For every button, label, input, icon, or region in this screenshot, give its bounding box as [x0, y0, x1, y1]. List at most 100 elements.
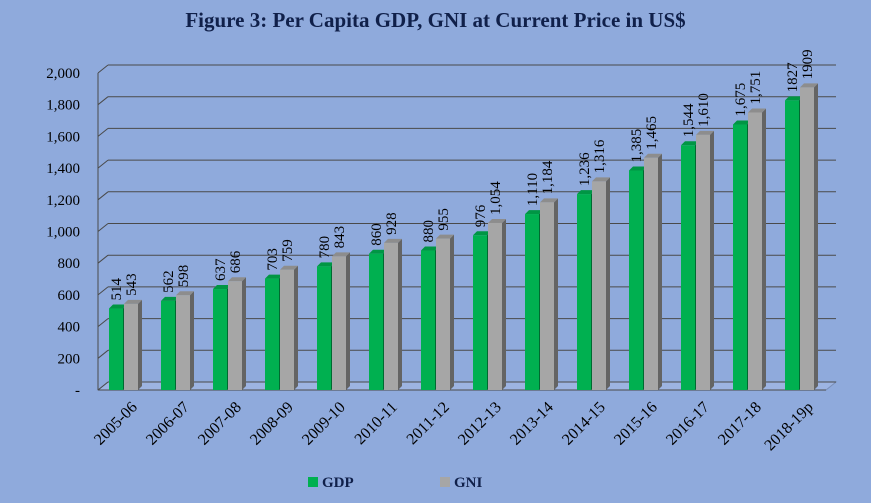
data-label-gni: 1,465 [644, 116, 660, 150]
bar-side-gni [762, 108, 766, 391]
bar-side-gni [710, 130, 714, 390]
legend-swatch-gni [440, 477, 450, 487]
gridline-depth [97, 191, 109, 201]
y-tick-label: 1,000 [46, 225, 80, 241]
data-label-gdp: 860 [369, 223, 385, 246]
data-label-gdp: 1,544 [681, 103, 697, 137]
bar-gdp [265, 278, 279, 390]
bar-side-gni [658, 153, 662, 390]
data-label-gdp: 880 [421, 220, 437, 243]
bar-top-gdp [525, 210, 543, 215]
bar-top-gdp [265, 274, 283, 279]
x-tick-label: 2006-07 [143, 399, 193, 449]
x-tick-label: 2018-19p [761, 399, 816, 454]
data-label-gni: 1909 [800, 49, 816, 79]
gridline-depth [97, 318, 109, 327]
bar-gni [280, 269, 294, 390]
data-label-gni: 1,184 [540, 160, 556, 194]
y-tick-label: 1,200 [46, 193, 80, 209]
bar-gni [592, 181, 606, 390]
bar-top-gni [644, 153, 662, 158]
bar-top-gdp [733, 120, 751, 125]
y-tick-label: 1,800 [46, 98, 80, 114]
bar-gni [124, 303, 138, 390]
y-tick-label: 1,600 [46, 129, 80, 145]
data-label-gdp: 976 [473, 204, 489, 227]
bar-gni [696, 134, 710, 390]
data-label-gdp: 637 [213, 258, 229, 281]
bar-gni [176, 295, 190, 390]
bar-side-gni [138, 299, 142, 390]
bar-top-gni [280, 265, 298, 270]
plot-floor [96, 381, 838, 391]
bar-side-gni [190, 291, 194, 390]
chart-title: Figure 3: Per Capita GDP, GNI at Current… [185, 8, 686, 32]
data-label-gdp: 562 [161, 270, 177, 293]
data-label-gni: 1,610 [696, 93, 712, 127]
y-tick-label: 800 [58, 256, 81, 272]
data-label-gni: 598 [176, 265, 192, 288]
data-label-gdp: 1,110 [525, 173, 541, 206]
bar-top-gdp [473, 231, 491, 236]
bar-gdp [161, 300, 175, 390]
y-tick-label: 2,000 [46, 66, 80, 82]
data-label-gdp: 703 [265, 248, 281, 271]
bar-gdp [785, 100, 799, 390]
bar-gni [332, 256, 346, 390]
bar-gdp [213, 289, 227, 390]
gridline-depth [97, 159, 109, 169]
y-tick-label: 200 [58, 351, 81, 367]
bar-gni [800, 87, 814, 391]
bar-top-gni [488, 218, 506, 223]
bar-top-gdp [681, 141, 699, 146]
bar-gni [228, 281, 242, 390]
x-tick-label: 2008-09 [247, 399, 297, 449]
y-tick-label: 1,400 [46, 161, 80, 177]
bar-top-gni [384, 238, 402, 243]
bar-gdp [577, 194, 591, 390]
bar-top-gni [124, 299, 142, 304]
data-label-gdp: 1827 [785, 62, 801, 93]
data-label-gni: 955 [436, 208, 452, 231]
data-label-gni: 759 [280, 239, 296, 262]
bar-side-gni [502, 218, 506, 390]
gridline-depth [97, 286, 109, 296]
data-label-gni: 686 [228, 250, 244, 273]
bar-gni [748, 112, 762, 391]
bar-top-gdp [629, 166, 647, 171]
bar-top-gni [540, 198, 558, 203]
data-label-gni: 543 [124, 273, 140, 296]
bar-gni [488, 222, 502, 390]
gridline-depth [97, 223, 109, 232]
bar-top-gni [748, 108, 766, 113]
bar-gdp [109, 308, 123, 390]
x-tick-label: 2005-06 [91, 399, 141, 449]
x-tick-label: 2009-10 [299, 399, 349, 449]
data-label-gni: 843 [332, 226, 348, 249]
bar-side-gni [294, 265, 298, 390]
data-label-gdp: 1,236 [577, 152, 593, 186]
bar-top-gni [332, 252, 350, 257]
data-label-gdp: 780 [317, 236, 333, 259]
x-tick-label: 2017-18 [715, 399, 765, 449]
gridline-depth [97, 254, 109, 264]
bar-top-gdp [421, 246, 439, 251]
bar-gdp [473, 235, 487, 390]
x-tick-label: 2015-16 [611, 399, 661, 449]
data-label-gni: 1,751 [748, 71, 764, 105]
legend-label-gdp: GDP [322, 475, 354, 491]
bar-side-gni [346, 252, 350, 390]
bar-side-gni [814, 83, 818, 391]
bar-gdp [369, 253, 383, 390]
x-tick-label: 2012-13 [455, 399, 505, 449]
bar-top-gdp [369, 249, 387, 254]
bar-top-gdp [109, 304, 127, 309]
bar-top-gdp [317, 262, 335, 267]
bar-top-gdp [577, 190, 595, 195]
bar-gni [384, 242, 398, 390]
bar-top-gni [800, 83, 818, 88]
bar-top-gni [176, 291, 194, 296]
bar-gdp [525, 214, 539, 390]
bar-top-gni [228, 277, 246, 282]
